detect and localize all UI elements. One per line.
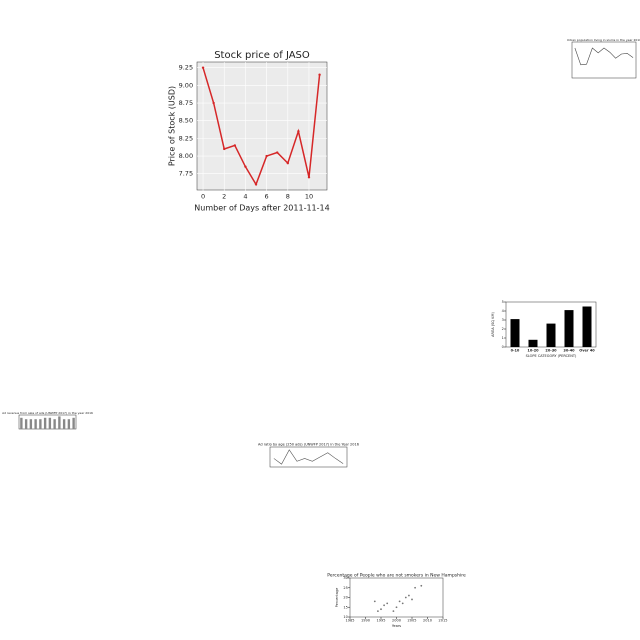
x-tick-label: 2000 xyxy=(392,619,401,623)
y-tick-label: 8.75 xyxy=(179,99,193,107)
x-tick-label: 10 xyxy=(305,193,313,201)
x-tick-label: 1995 xyxy=(377,619,386,623)
x-tick-label: 0 xyxy=(201,193,205,201)
chart-title: Ad ratio by age (250 ads) (UNWFP 2017) i… xyxy=(258,443,359,447)
x-tick-label: 1990 xyxy=(361,619,370,623)
marker xyxy=(212,101,215,105)
point xyxy=(404,596,407,599)
marker xyxy=(297,130,300,133)
marker xyxy=(244,165,247,168)
y-tick-label: 8.50 xyxy=(179,117,193,125)
y-tick-label: 2 xyxy=(502,327,504,331)
y-tick-label: 0 xyxy=(502,345,504,349)
point xyxy=(401,602,404,605)
bar xyxy=(53,419,56,429)
y-axis-label: AREA (SQ KM) xyxy=(491,312,495,337)
bar xyxy=(528,339,538,347)
marker xyxy=(318,73,321,76)
bar xyxy=(510,319,520,347)
x-tick-label: 10-20 xyxy=(527,349,539,353)
point xyxy=(392,610,395,613)
y-tick-label: 7.75 xyxy=(179,170,193,178)
plot-area xyxy=(571,41,637,79)
x-tick-label: 8 xyxy=(286,193,290,201)
y-tick-label: 10 xyxy=(343,615,347,619)
x-tick-label: 1985 xyxy=(346,619,355,623)
x-axis-label: SLOPE CATEGORY (PERCENT) xyxy=(526,354,577,358)
x-tick-label: 4 xyxy=(243,193,247,201)
chart-title: Ad revenue from sale of ads (UNWFP 2017)… xyxy=(2,411,93,415)
line xyxy=(574,47,634,66)
x-tick-label: 6 xyxy=(265,193,269,201)
line xyxy=(273,449,344,465)
bar xyxy=(43,417,47,429)
marker xyxy=(276,151,279,154)
y-tick-label: 8.00 xyxy=(179,152,193,160)
marker xyxy=(265,154,268,158)
x-tick-label: 2010 xyxy=(423,619,432,623)
bar xyxy=(20,417,23,429)
point xyxy=(395,606,398,609)
y-tick-label: 15 xyxy=(343,605,347,609)
x-tick-label: 2005 xyxy=(408,619,417,623)
x-tick-label: 20-30 xyxy=(545,349,557,353)
x-tick-label: 30-40 xyxy=(563,349,575,353)
x-axis-label: Years xyxy=(392,624,401,628)
marker xyxy=(254,183,258,186)
point xyxy=(414,586,416,589)
bar xyxy=(24,419,28,429)
point xyxy=(383,604,385,607)
bar xyxy=(58,416,61,429)
chart-title: Stock price of JASO xyxy=(214,50,310,61)
y-tick-label: 1 xyxy=(502,336,504,340)
bar xyxy=(67,419,71,429)
point xyxy=(386,602,389,605)
bar xyxy=(546,323,556,347)
y-tick-label: 9.00 xyxy=(179,81,193,89)
bar xyxy=(34,419,37,429)
marker xyxy=(223,147,226,151)
bar xyxy=(62,419,66,429)
y-tick-label: 8.25 xyxy=(179,134,193,142)
point xyxy=(411,598,413,601)
x-tick-label: Over 40 xyxy=(579,349,595,353)
marker xyxy=(307,176,311,179)
point xyxy=(373,600,376,603)
point xyxy=(420,584,423,587)
point xyxy=(377,610,379,613)
marker xyxy=(286,161,289,165)
y-tick-label: 4 xyxy=(502,309,505,313)
x-tick-label: 2015 xyxy=(439,619,448,623)
bar xyxy=(29,419,33,429)
plot-area xyxy=(18,414,77,430)
y-tick-label: 25 xyxy=(343,586,347,590)
y-axis-label: Percentage xyxy=(335,588,339,608)
bar xyxy=(39,419,42,429)
plot-area xyxy=(269,446,348,468)
y-axis-label: Price of Stock (USD) xyxy=(168,86,177,166)
marker xyxy=(201,66,205,69)
point xyxy=(380,608,382,611)
point xyxy=(398,600,401,603)
x-axis-label: Number of Days after 2011-11-14 xyxy=(194,203,329,212)
plot-area xyxy=(349,577,444,618)
y-tick-label: 30 xyxy=(343,576,347,580)
point xyxy=(408,594,410,597)
y-tick-label: 3 xyxy=(502,318,504,322)
chart-title: Urban population living in slums in the … xyxy=(567,38,640,42)
x-tick-label: 0-10 xyxy=(511,349,520,353)
marker xyxy=(233,144,237,147)
chart-title: Percentage of People who are not smokers… xyxy=(327,572,466,578)
y-tick-label: 5 xyxy=(502,300,504,304)
bar xyxy=(72,417,75,429)
y-tick-label: 9.25 xyxy=(179,64,193,72)
bar xyxy=(564,310,574,347)
bar xyxy=(582,306,592,347)
line xyxy=(202,67,321,187)
y-tick-label: 20 xyxy=(343,596,347,600)
x-tick-label: 2 xyxy=(222,193,226,201)
bar xyxy=(48,417,52,429)
